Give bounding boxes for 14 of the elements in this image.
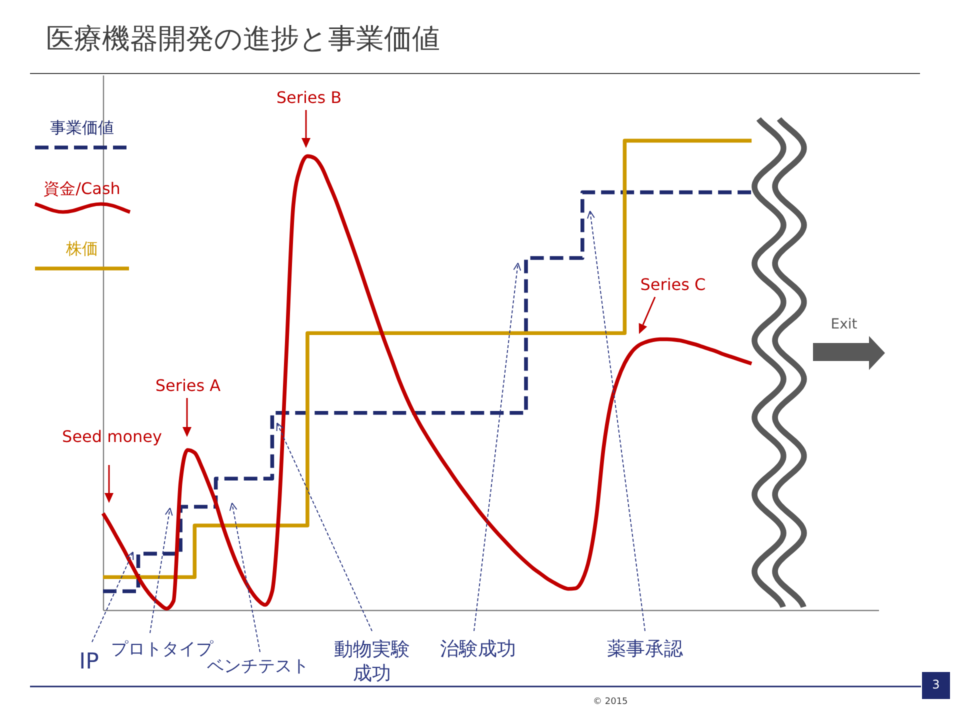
text: 動物実験成功 — [334, 638, 410, 684]
text: 3 — [932, 678, 940, 692]
text: 薬事承認 — [607, 638, 683, 660]
text: © 2015 — [593, 697, 628, 707]
annotation: Seed money — [62, 427, 162, 446]
text: 資金/Cash — [44, 178, 120, 198]
annotation: Series C — [640, 275, 706, 294]
text: IP — [79, 649, 99, 674]
text: Series B — [276, 88, 342, 107]
text: 株価 — [66, 239, 98, 258]
text: 治験成功 — [440, 638, 516, 660]
annotation: Series A — [155, 376, 221, 395]
annotation: Exit — [830, 316, 858, 332]
chart-title: 医療機器開発の進捗と事業価値 — [46, 22, 440, 55]
